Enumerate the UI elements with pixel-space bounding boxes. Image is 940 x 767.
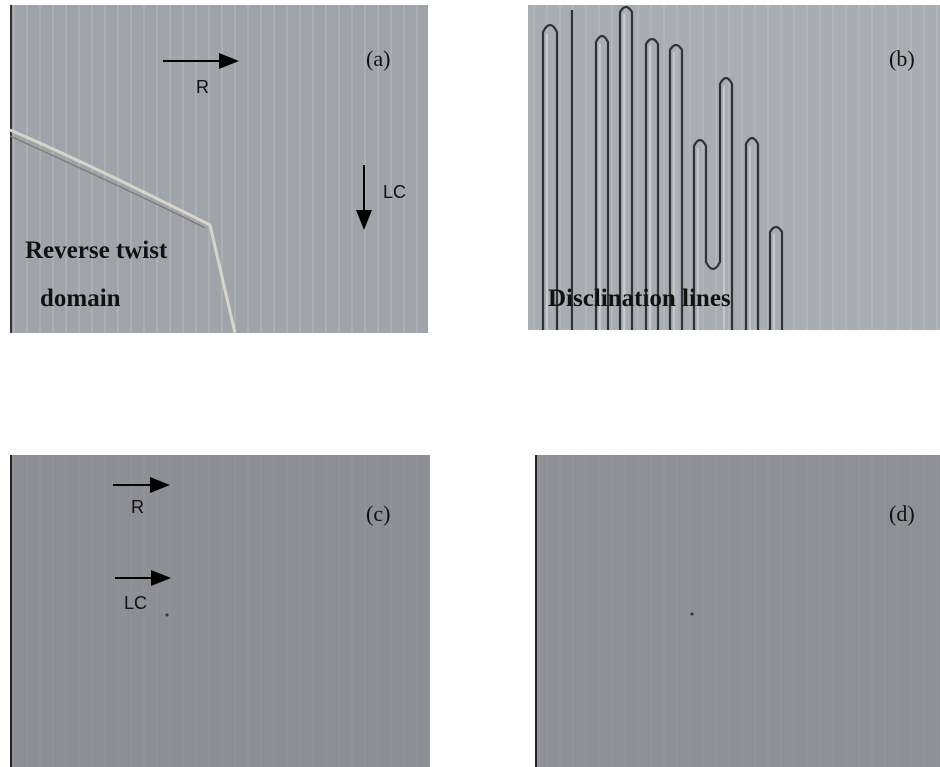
edge xyxy=(10,455,12,767)
panel-label: (a) xyxy=(366,46,390,71)
panel-label: (b) xyxy=(889,46,915,71)
edge xyxy=(10,5,12,333)
speck xyxy=(691,613,694,616)
annotation: R xyxy=(131,497,144,517)
speck xyxy=(166,614,169,617)
edge xyxy=(535,455,537,767)
annotation: R xyxy=(196,77,209,97)
annotation: LC xyxy=(383,182,406,202)
texture xyxy=(535,455,940,767)
caption: Reverse twist xyxy=(25,237,168,264)
panel-d: (d) xyxy=(535,455,940,767)
panel-label: (d) xyxy=(889,501,915,526)
caption: Disclination lines xyxy=(548,285,731,312)
caption: domain xyxy=(40,285,121,312)
panel-label: (c) xyxy=(366,501,390,526)
panel-a: (a) R LC Reverse twist domain xyxy=(10,5,428,333)
figure: (a) R LC Reverse twist domain (b) Discli… xyxy=(0,0,940,767)
panel-b: (b) Disclination lines xyxy=(528,5,940,330)
texture xyxy=(528,5,940,330)
panel-c: (c) R LC xyxy=(10,455,430,767)
annotation: LC xyxy=(124,593,147,613)
